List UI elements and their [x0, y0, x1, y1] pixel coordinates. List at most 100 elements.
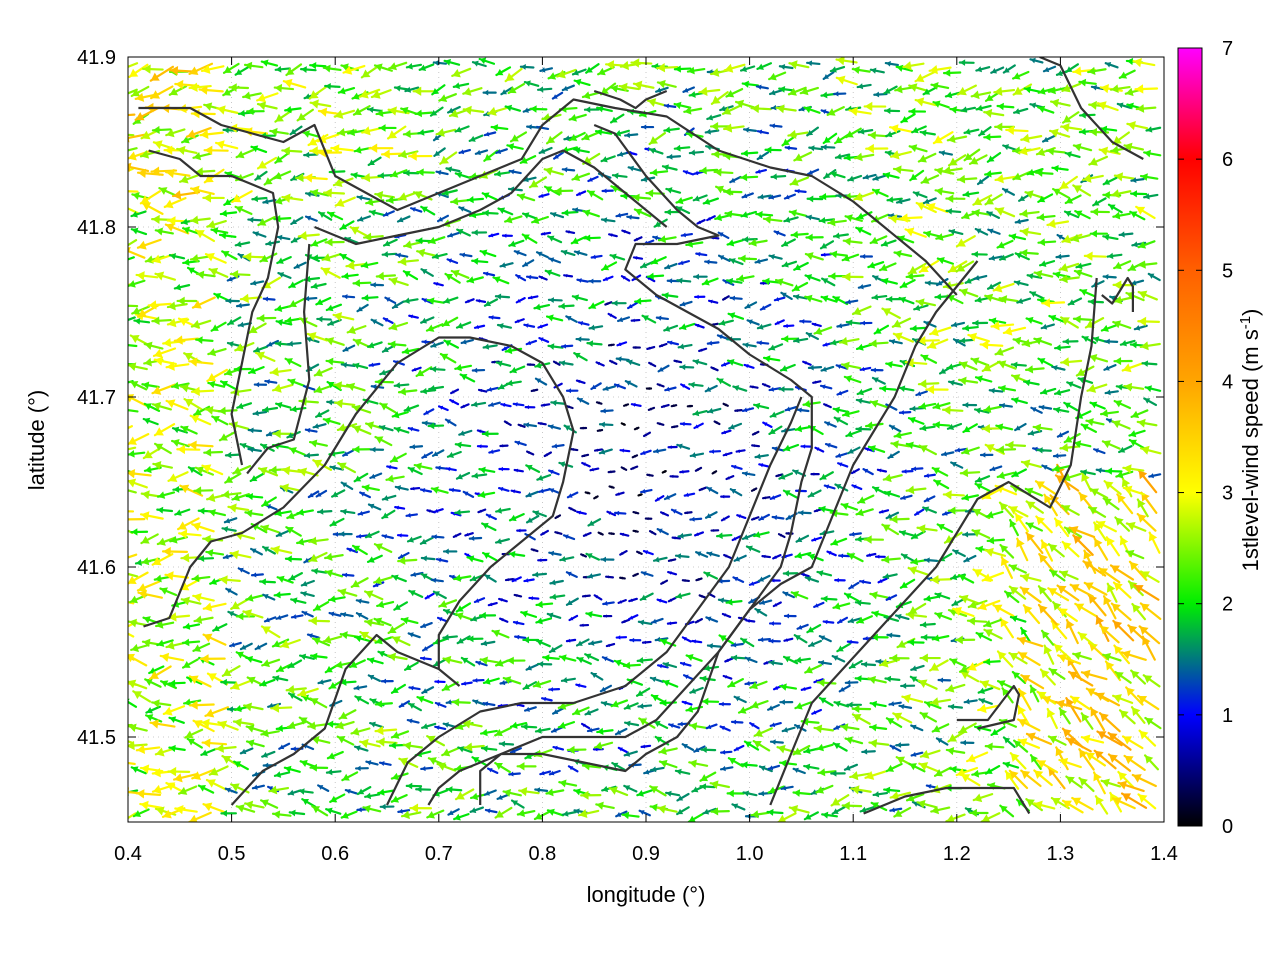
- wind-vector: [568, 746, 586, 754]
- wind-vector: [981, 452, 992, 457]
- wind-vector: [694, 359, 707, 365]
- wind-vector: [910, 144, 927, 152]
- wind-vector: [396, 485, 408, 491]
- wind-vector: [880, 510, 888, 514]
- wind-vector: [279, 744, 289, 749]
- wind-vector: [322, 268, 340, 278]
- wind-vector: [236, 67, 249, 75]
- wind-vector: [768, 809, 783, 816]
- wind-vector: [617, 342, 626, 346]
- wind-vector: [735, 556, 746, 562]
- wind-vector: [421, 317, 433, 323]
- wind-vector: [1103, 440, 1120, 448]
- wind-vector: [258, 158, 276, 169]
- wind-vector: [661, 581, 667, 584]
- wind-vector: [432, 486, 448, 493]
- wind-vector: [312, 806, 327, 815]
- wind-vector: [694, 195, 707, 201]
- wind-vector: [319, 679, 331, 685]
- wind-vector: [724, 403, 728, 406]
- wind-vector: [724, 555, 731, 558]
- wind-vector: [1049, 544, 1064, 556]
- wind-vector: [190, 676, 211, 687]
- wind-vector: [984, 109, 1003, 118]
- wind-vector: [1105, 481, 1121, 494]
- wind-vector: [1082, 670, 1107, 679]
- wind-vector: [780, 699, 792, 705]
- wind-vector: [634, 256, 642, 260]
- wind-vector: [802, 687, 811, 691]
- y-tick-label: 41.5: [77, 727, 116, 749]
- wind-vector: [292, 614, 303, 619]
- wind-vector: [128, 280, 144, 287]
- wind-vector: [794, 263, 808, 270]
- wind-vector: [1113, 132, 1129, 144]
- wind-vector: [462, 658, 474, 666]
- wind-vector: [805, 665, 821, 673]
- x-tick-label: 0.5: [218, 843, 246, 865]
- wind-vector: [600, 422, 612, 428]
- wind-vector: [972, 357, 989, 365]
- wind-vector: [597, 402, 601, 405]
- wind-vector: [1016, 539, 1027, 560]
- wind-vector: [462, 681, 472, 685]
- wind-vector: [643, 315, 656, 322]
- wind-vector: [421, 207, 434, 215]
- wind-vector: [193, 644, 209, 652]
- wind-vector: [731, 489, 741, 495]
- wind-vector: [838, 462, 847, 466]
- wind-vector: [769, 73, 785, 81]
- wind-vector: [610, 787, 628, 795]
- wind-vector: [622, 467, 626, 470]
- wind-vector: [1054, 407, 1068, 414]
- wind-vector: [885, 676, 899, 683]
- wind-vector: [377, 601, 393, 608]
- wind-vector: [285, 766, 300, 773]
- wind-vector: [927, 203, 947, 212]
- wind-vector: [256, 352, 274, 361]
- wind-vector: [539, 489, 549, 494]
- wind-vector: [498, 795, 509, 800]
- wind-vector: [369, 504, 380, 510]
- wind-vector: [1149, 274, 1160, 280]
- wind-vector: [745, 302, 756, 308]
- wind-vector: [343, 346, 354, 352]
- wind-vector: [1109, 205, 1122, 213]
- y-tick-label: 41.8: [77, 217, 116, 239]
- wind-vector: [817, 744, 833, 751]
- wind-vector: [220, 432, 236, 441]
- wind-vector: [998, 103, 1014, 110]
- wind-vector: [175, 509, 189, 516]
- wind-vector: [485, 132, 495, 137]
- wind-vector: [756, 259, 767, 264]
- wind-vector: [457, 322, 470, 328]
- wind-vector: [921, 713, 936, 722]
- wind-vector: [567, 388, 577, 393]
- wind-vector: [515, 594, 521, 597]
- wind-vector: [161, 653, 183, 662]
- wind-vector: [711, 367, 717, 370]
- wind-vector: [603, 601, 613, 606]
- wind-vector: [515, 441, 525, 446]
- wind-vector: [659, 235, 676, 243]
- wind-vector: [1132, 707, 1144, 723]
- wind-vector: [262, 659, 279, 667]
- wind-vector: [383, 251, 396, 257]
- wind-vector: [647, 347, 654, 350]
- wind-vector: [351, 227, 369, 237]
- wind-vector: [330, 795, 344, 803]
- wind-vector: [925, 557, 937, 563]
- wind-vector: [964, 191, 979, 198]
- wind-vector: [214, 293, 228, 300]
- wind-vector: [664, 126, 678, 133]
- wind-vector: [1061, 123, 1081, 132]
- wind-vector: [637, 790, 651, 797]
- wind-vector: [527, 341, 536, 345]
- wind-vector: [752, 444, 759, 447]
- wind-vector: [862, 749, 875, 755]
- wind-vector: [706, 616, 717, 621]
- wind-vector: [494, 276, 509, 283]
- wind-vector: [222, 251, 236, 259]
- wind-vector: [972, 91, 990, 100]
- wind-vector: [326, 569, 342, 577]
